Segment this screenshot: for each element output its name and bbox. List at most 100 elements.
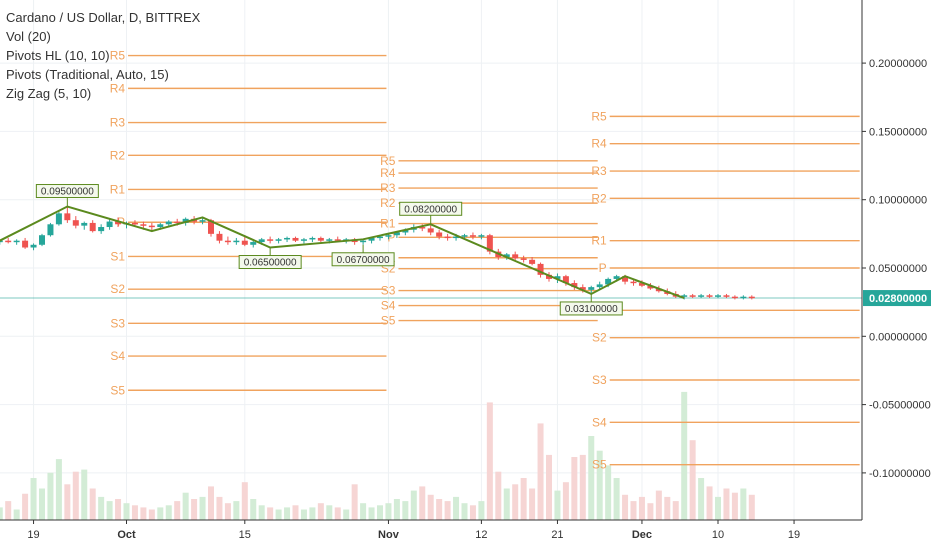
volume-bar xyxy=(571,457,578,520)
volume-bar xyxy=(529,488,536,520)
candle-body xyxy=(613,276,620,279)
candle-body xyxy=(64,213,71,221)
candle-body xyxy=(486,235,493,252)
volume-bar xyxy=(706,486,713,520)
candle-body xyxy=(224,240,231,243)
volume-bar xyxy=(106,501,113,520)
pivot-hl-label: 0.03100000 xyxy=(559,293,623,316)
volume-bar xyxy=(123,503,130,520)
pivot-label-r1: R1 xyxy=(380,217,396,231)
candle-body xyxy=(115,221,122,225)
candle-body xyxy=(622,276,629,282)
candle-body xyxy=(478,235,485,237)
price-tick-label: 0.15000000 xyxy=(869,126,927,138)
candle-body xyxy=(453,236,460,239)
volume-bars xyxy=(0,391,755,520)
price-tick-label: 0.00000000 xyxy=(869,331,927,343)
pivot-label-s5: S5 xyxy=(592,458,607,472)
time-tick-label: 21 xyxy=(551,529,563,541)
volume-bar xyxy=(647,503,654,520)
candle-body xyxy=(562,276,569,284)
volume-bar xyxy=(461,503,468,520)
pivot-label-r5: R5 xyxy=(591,109,607,123)
pivot-label-s4: S4 xyxy=(110,349,125,363)
legend-indicator-volume[interactable]: Vol (20) xyxy=(6,29,51,44)
pivot-label-r2: R2 xyxy=(380,196,396,210)
candle-body xyxy=(157,224,164,228)
volume-bar xyxy=(562,482,569,520)
volume-bar xyxy=(731,492,738,520)
pivot-hl-text: 0.08200000 xyxy=(404,204,457,215)
legend-title[interactable]: Cardano / US Dollar, D, BITTREX xyxy=(6,10,201,25)
volume-bar xyxy=(64,484,71,520)
candle-body xyxy=(368,237,375,241)
candle-body xyxy=(5,240,12,243)
candle-body xyxy=(723,295,730,297)
candle-body xyxy=(182,218,189,223)
volume-bar xyxy=(55,459,62,520)
candle-body xyxy=(529,259,536,264)
legend-indicator-zigzag[interactable]: Zig Zag (5, 10) xyxy=(6,86,92,101)
volume-bar xyxy=(174,501,181,520)
candle-body xyxy=(469,235,476,237)
candle-body xyxy=(554,276,561,279)
pivot-label-p: P xyxy=(387,230,395,244)
volume-bar xyxy=(309,507,316,520)
price-tick-label: 0.05000000 xyxy=(869,263,927,275)
volume-bar xyxy=(402,501,409,520)
volume-bar xyxy=(47,472,54,520)
volume-bar xyxy=(427,494,434,520)
price-tick-label: 0.20000000 xyxy=(869,58,927,70)
volume-bar xyxy=(216,496,223,520)
pivot-label-s3: S3 xyxy=(110,316,125,330)
volume-bar xyxy=(351,484,358,520)
legend-indicator-pivots-hl[interactable]: Pivots HL (10, 10) xyxy=(6,48,110,63)
candle-body xyxy=(284,237,291,240)
volume-bar xyxy=(334,507,341,520)
pivot-label-r3: R3 xyxy=(380,181,396,195)
candle-body xyxy=(647,285,654,289)
candle-body xyxy=(546,274,552,279)
volume-bar xyxy=(385,503,392,520)
volume-bar xyxy=(554,490,561,520)
pivot-label-r5: R5 xyxy=(110,49,126,63)
volume-bar xyxy=(199,496,206,520)
candle-body xyxy=(148,225,155,228)
volume-bar xyxy=(30,478,37,520)
volume-bar xyxy=(478,501,485,520)
volume-bar xyxy=(672,501,679,520)
candle-body xyxy=(275,239,282,241)
time-tick-label: 15 xyxy=(239,529,251,541)
volume-bar xyxy=(740,488,747,520)
candle-body xyxy=(98,227,105,232)
pivot-label-r3: R3 xyxy=(591,164,607,178)
candle-body xyxy=(326,239,333,241)
volume-bar xyxy=(241,482,248,520)
candle-body xyxy=(715,295,721,297)
candle-body xyxy=(512,254,519,259)
candle-body xyxy=(267,239,274,241)
volume-bar xyxy=(292,505,299,520)
pivot-label-p: P xyxy=(599,261,607,275)
volume-bar xyxy=(588,436,595,520)
candle-body xyxy=(106,221,113,228)
legend-indicator-pivots[interactable]: Pivots (Traditional, Auto, 15) xyxy=(6,67,169,82)
candle-body xyxy=(706,295,713,297)
volume-bar xyxy=(613,478,620,520)
candle-body xyxy=(655,288,662,292)
candle-body xyxy=(740,296,747,299)
pivot-label-r3: R3 xyxy=(110,116,126,130)
volume-bar xyxy=(224,503,231,520)
candle-body xyxy=(630,281,637,284)
candle-body xyxy=(419,227,426,229)
pivot-hl-text: 0.03100000 xyxy=(565,304,618,315)
candle-body xyxy=(309,237,316,240)
zigzag-line xyxy=(0,205,685,299)
candle-body xyxy=(22,240,29,248)
volume-bar xyxy=(284,507,291,520)
volume-bar xyxy=(453,496,460,520)
candle-body xyxy=(605,278,612,285)
price-tick-label: -0.10000000 xyxy=(869,468,931,480)
